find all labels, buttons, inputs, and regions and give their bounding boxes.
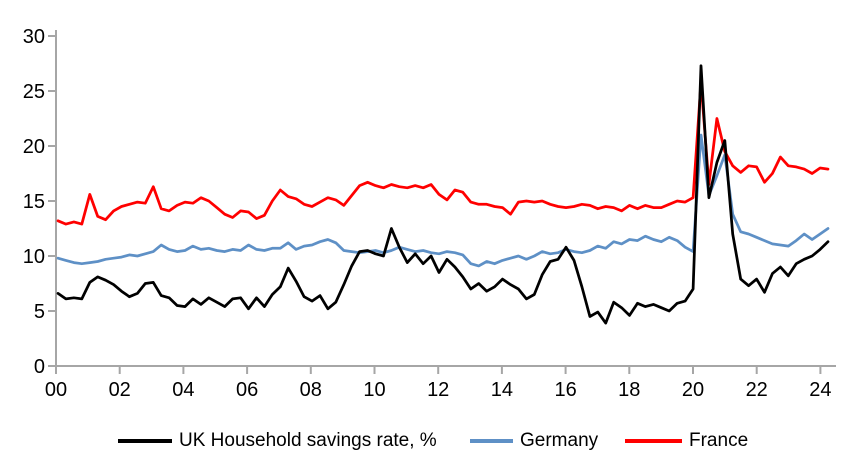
x-tick-label: 10: [363, 379, 385, 401]
x-tick-label: 18: [618, 379, 640, 401]
germany-series-line: [56, 133, 830, 268]
y-tick-label: 25: [23, 81, 45, 103]
y-tick-label: 30: [23, 26, 45, 48]
x-tick-label: 24: [809, 379, 831, 401]
x-tick-label: 20: [682, 379, 704, 401]
uk-line-swatch: [118, 439, 172, 443]
x-tick-label: 08: [300, 379, 322, 401]
chart-legend: UK Household savings rate, % Germany Fra…: [0, 428, 852, 454]
legend-item-france: France: [625, 428, 748, 454]
x-tick-label: 00: [45, 379, 67, 401]
y-tick-label: 0: [34, 356, 45, 378]
x-tick-label: 14: [491, 379, 513, 401]
y-tick-label: 20: [23, 136, 45, 158]
x-tick-label: 04: [172, 379, 194, 401]
legend-label-germany: Germany: [520, 430, 599, 451]
legend-item-germany: Germany: [470, 428, 598, 454]
legend-label-france: France: [689, 430, 749, 451]
y-tick-label: 15: [23, 191, 45, 213]
uk-series-line: [56, 64, 830, 325]
legend-label-uk: UK Household savings rate, %: [179, 430, 437, 451]
france-series-line: [56, 80, 830, 226]
y-tick-label: 5: [34, 301, 45, 323]
france-line-swatch: [625, 439, 682, 443]
legend-item-uk: UK Household savings rate, %: [118, 428, 437, 454]
x-tick-label: 22: [746, 379, 768, 401]
x-tick-label: 06: [236, 379, 258, 401]
germany-line-swatch: [470, 439, 513, 443]
x-tick-label: 16: [554, 379, 576, 401]
y-tick-label: 10: [23, 246, 45, 268]
x-tick-label: 02: [109, 379, 131, 401]
x-tick-label: 12: [427, 379, 449, 401]
